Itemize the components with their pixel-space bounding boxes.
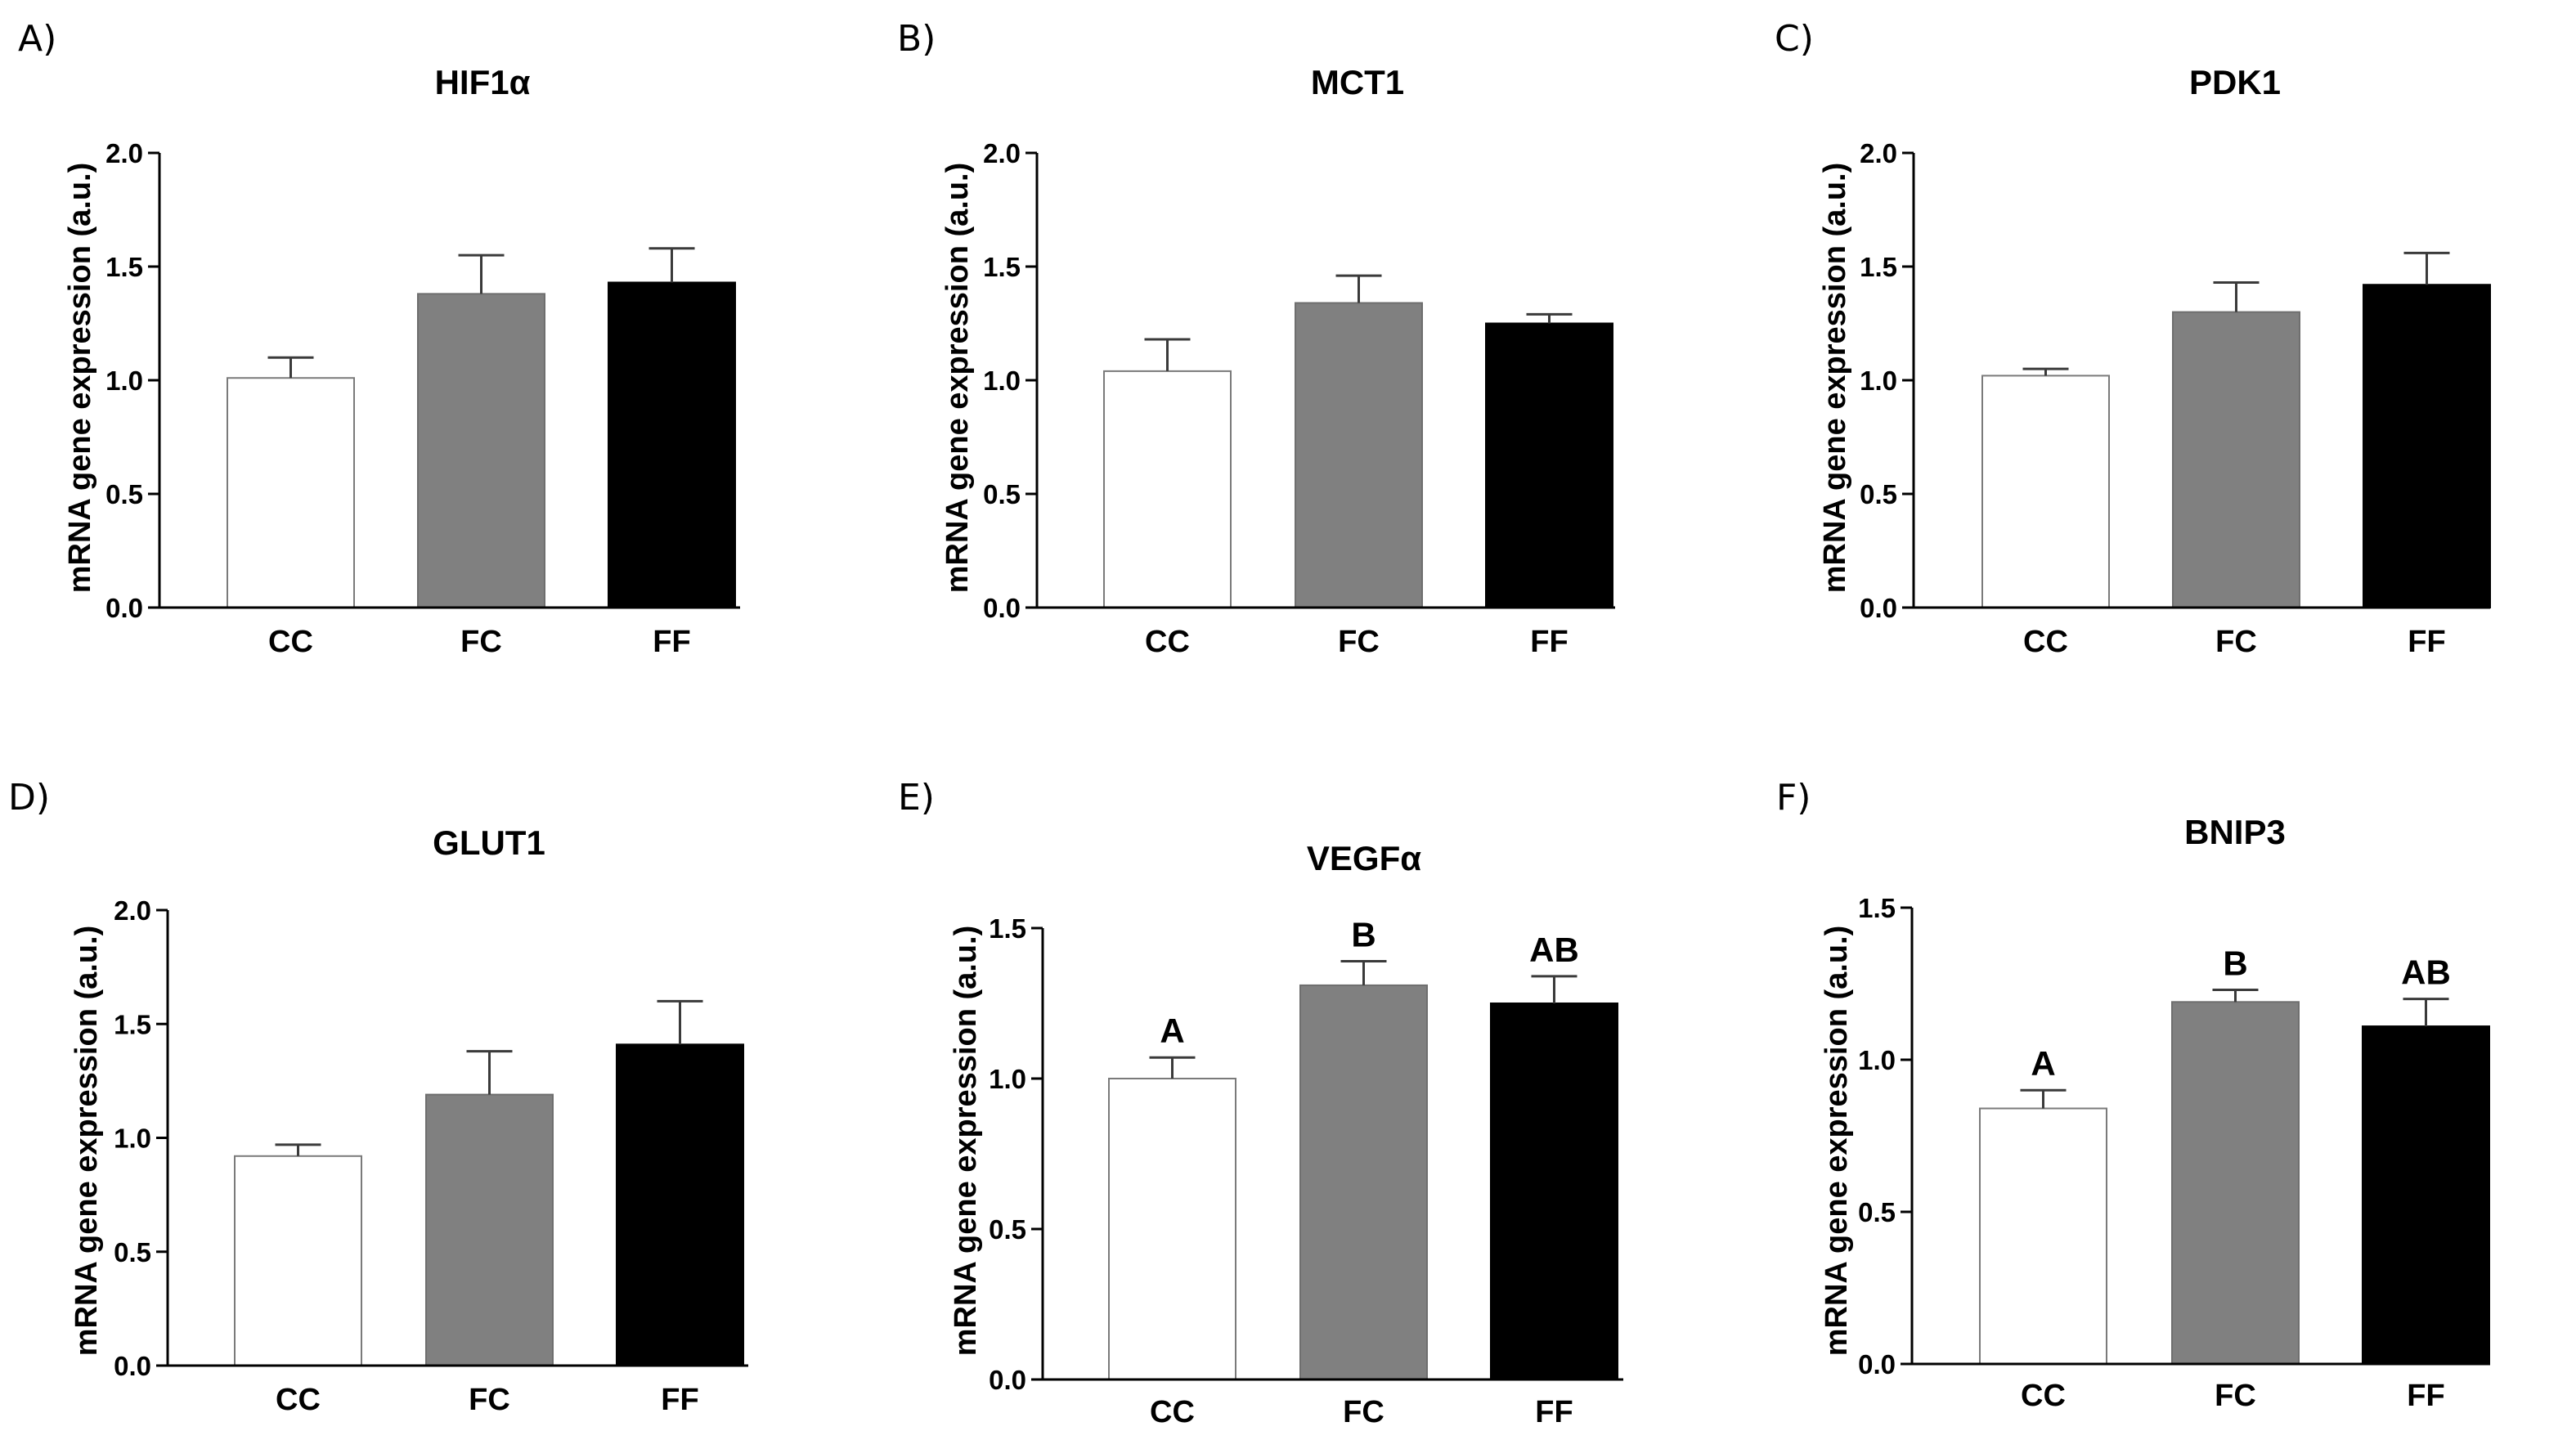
panel-letter: E)	[898, 777, 935, 819]
y-tick-label: 1.0	[105, 366, 143, 396]
y-tick-label: 1.0	[1858, 1045, 1896, 1075]
y-tick-label: 1.5	[989, 913, 1026, 944]
bar-cc	[1108, 1078, 1236, 1380]
y-tick-label: 0.0	[105, 593, 143, 623]
x-tick-label: CC	[276, 1383, 321, 1417]
y-tick-label: 2.0	[114, 895, 151, 926]
y-axis-label: mRNA gene expression (a.u.)	[1818, 163, 1852, 594]
chart-panel-e: E) VEGFα mRNA gene expression (a.u.) A CC B FC…	[898, 777, 1623, 1429]
y-tick-label: 0.0	[989, 1365, 1026, 1395]
y-tick-label: 1.5	[1860, 252, 1897, 282]
x-tick-label: FC	[1338, 625, 1380, 659]
bar-ff	[2363, 284, 2491, 608]
y-axis-label: mRNA gene expression (a.u.)	[63, 163, 97, 594]
chart-title: BNIP3	[2184, 813, 2286, 851]
y-tick-label: 0.0	[1858, 1349, 1896, 1379]
panel-letter: D)	[8, 777, 50, 819]
y-tick-label: 2.0	[983, 138, 1021, 168]
bar-ff	[2362, 1025, 2490, 1365]
chart-panel-a: A) HIF1α mRNA gene expression (a.u.) CC FC FF…	[18, 18, 740, 659]
x-tick-label: FF	[2407, 1379, 2444, 1413]
bar-ff	[1490, 1003, 1618, 1380]
bar-cc	[227, 377, 355, 608]
y-tick-label: 0.0	[983, 593, 1021, 623]
chart-panel-c: C) PDK1 mRNA gene expression (a.u.) CC FC FF 0…	[1775, 18, 2491, 659]
x-tick-label: FF	[661, 1383, 698, 1417]
x-tick-label: CC	[2023, 625, 2068, 659]
bar-cc	[1981, 375, 2110, 608]
chart-panel-d: D) GLUT1 mRNA gene expression (a.u.) CC FC FF…	[8, 777, 748, 1417]
bar-fc	[425, 1093, 554, 1366]
chart-title: HIF1α	[435, 63, 531, 101]
y-tick-label: 0.5	[105, 479, 143, 509]
x-tick-label: FF	[1535, 1395, 1573, 1429]
y-tick-label: 0.0	[114, 1351, 151, 1381]
significance-letter: AB	[1529, 931, 1579, 969]
y-tick-label: 1.5	[983, 252, 1021, 282]
x-tick-label: CC	[1150, 1395, 1195, 1429]
bar-fc	[2172, 311, 2300, 608]
panel-letter: B)	[897, 18, 936, 60]
chart-panel-b: B) MCT1 mRNA gene expression (a.u.) CC FC FF 0…	[897, 18, 1615, 659]
x-tick-label: FC	[2215, 1379, 2256, 1413]
y-tick-label: 1.0	[114, 1124, 151, 1154]
bar-ff	[1485, 322, 1613, 608]
bar-ff	[616, 1043, 744, 1366]
bar-fc	[1295, 302, 1423, 608]
y-tick-label: 1.5	[105, 252, 143, 282]
bar-cc	[1103, 370, 1232, 608]
chart-title: MCT1	[1311, 63, 1404, 101]
significance-letter: B	[2223, 944, 2247, 982]
x-tick-label: CC	[1145, 625, 1190, 659]
y-tick-label: 0.5	[983, 479, 1021, 509]
y-tick-label: 1.5	[114, 1009, 151, 1039]
y-tick-label: 1.0	[1860, 366, 1897, 396]
chart-title: GLUT1	[433, 823, 545, 862]
chart-title: PDK1	[2189, 63, 2281, 101]
x-tick-label: CC	[268, 625, 313, 659]
y-tick-label: 0.5	[114, 1237, 151, 1267]
x-tick-label: FC	[460, 625, 502, 659]
chart-panel-f: F) BNIP3 mRNA gene expression (a.u.) A CC B FC…	[1776, 777, 2490, 1413]
y-tick-label: 0.5	[1858, 1197, 1896, 1227]
chart-title: VEGFα	[1307, 839, 1421, 877]
significance-letter: A	[2031, 1044, 2055, 1083]
x-tick-label: FF	[1530, 625, 1568, 659]
y-tick-label: 2.0	[105, 138, 143, 168]
y-tick-label: 1.0	[989, 1064, 1026, 1094]
y-tick-label: 0.5	[989, 1214, 1026, 1245]
x-tick-label: FC	[469, 1383, 510, 1417]
panel-letter: C)	[1775, 18, 1814, 60]
bar-fc	[1299, 984, 1428, 1381]
y-tick-label: 1.5	[1858, 893, 1896, 923]
significance-letter: AB	[2401, 953, 2451, 992]
y-axis-label: mRNA gene expression (a.u.)	[1820, 926, 1854, 1357]
y-axis-label: mRNA gene expression (a.u.)	[940, 163, 975, 594]
x-tick-label: CC	[2021, 1379, 2066, 1413]
x-tick-label: FC	[2215, 625, 2257, 659]
x-tick-label: FF	[2408, 625, 2445, 659]
y-tick-label: 0.5	[1860, 479, 1897, 509]
y-axis-label: mRNA gene expression (a.u.)	[949, 926, 983, 1357]
bar-fc	[2171, 1001, 2300, 1365]
y-axis-label: mRNA gene expression (a.u.)	[70, 926, 104, 1357]
significance-letter: A	[1160, 1012, 1184, 1050]
bar-cc	[1979, 1107, 2107, 1366]
y-tick-label: 1.0	[983, 366, 1021, 396]
bar-fc	[417, 293, 545, 608]
x-tick-label: FF	[653, 625, 690, 659]
panel-letter: A)	[18, 18, 56, 60]
panel-letter: F)	[1776, 777, 1811, 819]
y-tick-label: 0.0	[1860, 593, 1897, 623]
bar-ff	[608, 281, 736, 608]
significance-letter: B	[1351, 915, 1376, 953]
y-tick-label: 2.0	[1860, 138, 1897, 168]
bar-cc	[234, 1155, 362, 1367]
x-tick-label: FC	[1343, 1395, 1384, 1429]
